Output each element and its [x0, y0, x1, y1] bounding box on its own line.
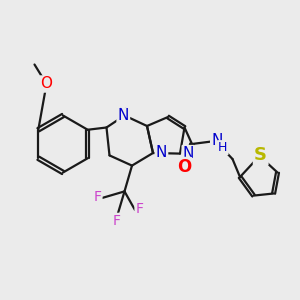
Text: F: F [94, 190, 101, 204]
Text: N: N [183, 146, 194, 161]
Text: S: S [254, 146, 267, 164]
Text: N: N [211, 133, 223, 148]
Text: F: F [112, 214, 120, 228]
Text: O: O [177, 158, 191, 176]
Text: H: H [218, 141, 228, 154]
Text: N: N [118, 108, 129, 123]
Text: H: H [119, 107, 128, 117]
Text: N: N [156, 145, 167, 160]
Text: O: O [40, 76, 52, 92]
Text: F: F [136, 202, 143, 216]
